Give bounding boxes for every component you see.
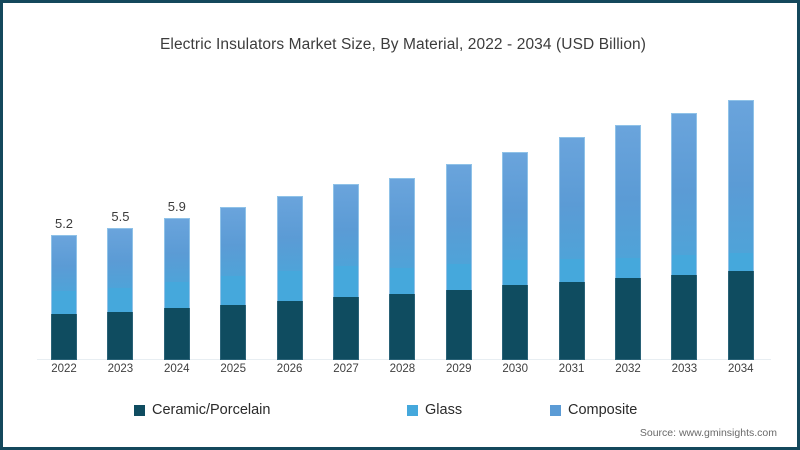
legend-color-swatch [550, 404, 561, 416]
legend-item[interactable]: Ceramic/Porcelain [134, 398, 270, 422]
legend-color-swatch [407, 404, 418, 416]
bar-segment-composite[interactable] [558, 137, 585, 259]
stacked-bar-column[interactable] [220, 207, 247, 360]
x-axis-tick-label: 2032 [615, 363, 641, 375]
bar-value-label: 5.5 [111, 208, 130, 224]
bar-segment-glass[interactable] [276, 270, 303, 301]
stacked-bar-column[interactable]: 5.9 [163, 199, 190, 360]
bar-segment-ceramic[interactable] [727, 270, 754, 360]
stacked-bar-column[interactable]: 5.5 [107, 209, 134, 360]
x-axis-tick-label: 2028 [389, 363, 416, 375]
bar-segment-composite[interactable] [671, 113, 698, 256]
chart-legend: Ceramic/Porcelain Glass Composite [3, 398, 797, 422]
bar-segment-glass[interactable] [220, 275, 247, 305]
bar-segment-glass[interactable] [51, 291, 77, 315]
legend-item[interactable]: Composite [550, 398, 637, 422]
x-axis-tick-label: 2033 [671, 363, 698, 375]
bar-segment-composite[interactable] [615, 125, 641, 258]
stacked-bar-column[interactable] [333, 184, 359, 360]
bar-segment-ceramic[interactable] [389, 293, 416, 360]
bar-segment-composite[interactable] [107, 227, 134, 288]
stacked-bar-column[interactable] [502, 151, 529, 360]
bar-segment-glass[interactable] [558, 258, 585, 282]
bar-segment-composite[interactable] [502, 151, 529, 261]
legend-label: Composite [568, 402, 638, 418]
x-axis-tick-label: 2027 [333, 363, 359, 375]
bar-segment-composite[interactable] [445, 163, 472, 264]
source-attribution: Source: www.gminsights.com [639, 427, 777, 439]
plot-area: 5.2 5.5 5.9 [37, 83, 771, 360]
chart-title: Electric Insulators Market Size, By Mate… [159, 36, 647, 53]
bar-segment-composite[interactable] [220, 207, 247, 276]
x-axis-tick-label: 2025 [220, 363, 246, 375]
bar-segment-glass[interactable] [727, 252, 754, 271]
stacked-bar-column[interactable] [727, 99, 754, 360]
bar-segment-composite[interactable] [51, 234, 77, 292]
stacked-bar-column[interactable] [445, 163, 472, 360]
bar-segment-ceramic[interactable] [163, 308, 190, 360]
bar-segment-glass[interactable] [163, 281, 190, 309]
x-axis-tick-label: 2022 [51, 363, 77, 375]
bar-segment-ceramic[interactable] [558, 281, 585, 360]
stacked-bar-column[interactable]: 5.2 [51, 216, 77, 360]
stacked-bar-column[interactable] [671, 113, 698, 360]
bar-segment-ceramic[interactable] [445, 290, 472, 360]
bar-segment-ceramic[interactable] [276, 301, 303, 360]
bar-segment-composite[interactable] [163, 217, 190, 282]
bar-segment-ceramic[interactable] [615, 278, 641, 360]
stacked-bar-column[interactable] [389, 178, 416, 360]
bar-segment-composite[interactable] [276, 196, 303, 271]
legend-item[interactable]: Glass [407, 398, 462, 422]
bar-segment-glass[interactable] [445, 263, 472, 291]
bar-segment-ceramic[interactable] [220, 304, 247, 360]
x-axis-tick-label: 2026 [276, 363, 303, 375]
bar-segment-ceramic[interactable] [333, 297, 359, 360]
bar-segment-glass[interactable] [389, 268, 416, 294]
stacked-bar-column[interactable] [615, 125, 641, 360]
bar-value-label: 5.9 [167, 198, 186, 214]
bar-segment-ceramic[interactable] [671, 274, 698, 360]
x-axis-tick-label: 2024 [164, 363, 190, 375]
bar-segment-glass[interactable] [333, 266, 359, 298]
x-axis-tick-label: 2023 [107, 363, 134, 375]
bar-segment-ceramic[interactable] [107, 311, 134, 360]
bar-segment-ceramic[interactable] [51, 314, 77, 360]
bar-segment-composite[interactable] [389, 178, 416, 269]
bar-segment-composite[interactable] [333, 184, 359, 267]
bar-segment-glass[interactable] [615, 257, 641, 279]
x-axis-tick-label: 2034 [728, 363, 754, 375]
stacked-bar-column[interactable] [558, 137, 585, 360]
x-axis-tick-label: 2031 [558, 363, 585, 375]
bar-value-label: 5.2 [54, 215, 74, 231]
x-axis-tick-label: 2030 [502, 363, 528, 375]
legend-label: Ceramic/Porcelain [152, 402, 271, 418]
legend-label: Glass [425, 402, 463, 418]
legend-color-swatch [134, 404, 145, 416]
bar-segment-glass[interactable] [671, 255, 698, 275]
bar-segment-glass[interactable] [107, 287, 134, 312]
stacked-bar-column[interactable] [276, 196, 303, 360]
bar-segment-composite[interactable] [727, 99, 754, 253]
x-axis-tick-labels: 2022 2023 2024 2025 2026 2027 2028 2029 2030 2031… [37, 363, 771, 385]
bar-segment-glass[interactable] [502, 260, 529, 286]
bar-segment-ceramic[interactable] [502, 285, 529, 360]
x-axis-tick-label: 2029 [446, 363, 472, 375]
